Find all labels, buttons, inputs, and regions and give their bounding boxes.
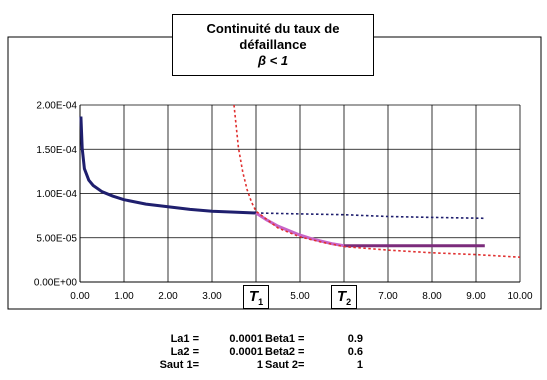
marker-subscript: 2 bbox=[346, 297, 352, 307]
grid bbox=[80, 104, 521, 282]
y-tick-label: 0.00E+00 bbox=[34, 278, 78, 289]
y-tick-label: 5.00E-05 bbox=[36, 233, 77, 244]
x-tick-label: 2.00 bbox=[158, 291, 178, 302]
series-line-1 bbox=[79, 116, 257, 215]
marker-letter: T bbox=[248, 288, 259, 305]
param-label: Beta1 = bbox=[265, 333, 305, 345]
x-tick-label: 7.00 bbox=[378, 291, 398, 302]
param-row: Saut 1= 1 Saut 2= 1 bbox=[150, 359, 363, 372]
param-value: 0.9 bbox=[347, 333, 363, 345]
parameter-table: La1 = 0.0001 Beta1 = 0.9 La2 = 0.0001 Beta2 =… bbox=[150, 333, 363, 372]
y-tick-label: 1.00E-04 bbox=[36, 189, 77, 200]
param-label: Saut 1= bbox=[159, 359, 199, 371]
marker-letter: T bbox=[336, 288, 347, 305]
x-tick-label: 3.00 bbox=[202, 291, 222, 302]
param-label: La1 = bbox=[170, 333, 199, 345]
chart-frame bbox=[7, 36, 542, 310]
series-line-2 bbox=[255, 212, 485, 220]
x-tick-label: 9.00 bbox=[466, 291, 486, 302]
marker-subscript: 1 bbox=[258, 297, 264, 307]
param-row: La2 = 0.0001 Beta2 = 0.6 bbox=[150, 346, 363, 359]
title-line-2: défaillance bbox=[239, 37, 307, 52]
x-tick-label: 10.00 bbox=[507, 291, 532, 302]
title-line-1: Continuité du taux de bbox=[206, 21, 340, 36]
title-line-3: β < 1 bbox=[257, 53, 289, 68]
x-tick-label: 5.00 bbox=[290, 291, 310, 302]
param-value: 0.0001 bbox=[229, 333, 263, 345]
x-tick-label: 1.00 bbox=[114, 291, 134, 302]
series-layer bbox=[79, 104, 521, 258]
param-value: 0.0001 bbox=[229, 346, 263, 358]
param-label: La2 = bbox=[170, 346, 199, 358]
series-line-5 bbox=[233, 104, 521, 258]
y-tick-label: 2.00E-04 bbox=[36, 101, 77, 112]
axes bbox=[79, 105, 520, 283]
param-value: 0.6 bbox=[347, 346, 363, 358]
param-label: Saut 2= bbox=[265, 359, 305, 371]
param-value: 1 bbox=[256, 359, 263, 371]
param-label: Beta2 = bbox=[265, 346, 305, 358]
chart-title: Continuité du taux de défaillance β < 1 bbox=[172, 14, 374, 76]
x-tick-label: 0.00 bbox=[70, 291, 90, 302]
x-tick-label: 8.00 bbox=[422, 291, 442, 302]
param-row: La1 = 0.0001 Beta1 = 0.9 bbox=[150, 333, 363, 346]
marker-t2: T2 bbox=[331, 285, 357, 309]
param-value: 1 bbox=[356, 359, 363, 371]
y-tick-label: 1.50E-04 bbox=[36, 145, 77, 156]
marker-t1: T1 bbox=[243, 285, 269, 309]
